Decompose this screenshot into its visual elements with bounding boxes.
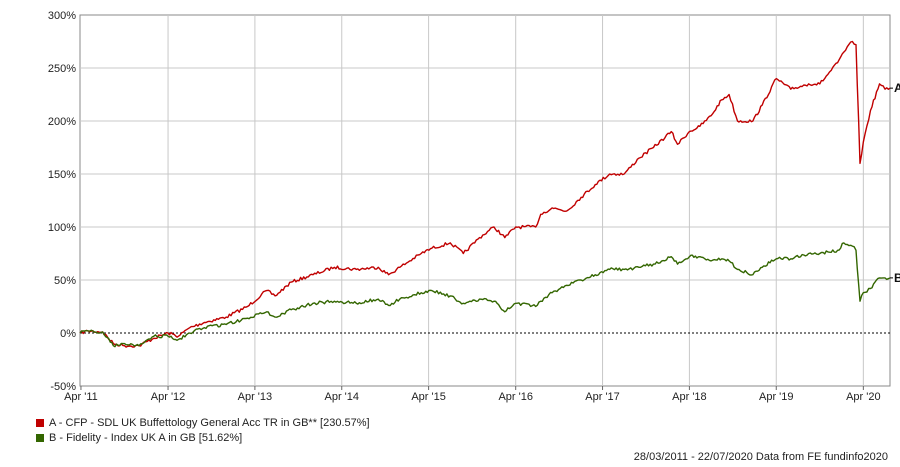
legend-swatch-a xyxy=(36,418,44,427)
legend: A - CFP - SDL UK Buffettology General Ac… xyxy=(36,415,370,445)
x-tick-label: Apr '16 xyxy=(498,391,533,403)
legend-item-b: B - Fidelity - Index UK A in GB [51.62%] xyxy=(36,430,370,445)
x-tick-label: Apr '17 xyxy=(585,391,620,403)
x-tick-label: Apr '19 xyxy=(759,391,794,403)
series-lines xyxy=(79,40,891,348)
y-tick-label: 0% xyxy=(60,328,76,340)
y-axis-tick-labels: -50% 0% 50% 100% 150% 200% 250% 300% xyxy=(48,10,76,393)
series-line-b xyxy=(79,242,891,348)
legend-swatch-b xyxy=(36,433,44,442)
end-label-b: B xyxy=(894,271,900,285)
horizontal-gridlines xyxy=(80,67,890,281)
y-tick-label: 150% xyxy=(48,169,76,181)
y-tick-label: -50% xyxy=(50,381,76,393)
end-label-a: A xyxy=(894,81,900,95)
data-source-footer: 28/03/2011 - 22/07/2020 Data from FE fun… xyxy=(633,451,888,463)
plot-area xyxy=(79,14,891,387)
y-tick-label: 250% xyxy=(48,63,76,75)
legend-label-b: B - Fidelity - Index UK A in GB [51.62%] xyxy=(49,431,243,444)
x-tick-label: Apr '20 xyxy=(846,391,881,403)
y-tick-label: 50% xyxy=(54,275,76,287)
x-tick-label: Apr '14 xyxy=(324,391,359,403)
series-line-a xyxy=(79,40,891,348)
series-end-labels: AB xyxy=(890,81,900,285)
legend-item-a: A - CFP - SDL UK Buffettology General Ac… xyxy=(36,415,370,430)
y-tick-label: 200% xyxy=(48,116,76,128)
legend-label-a: A - CFP - SDL UK Buffettology General Ac… xyxy=(49,416,370,429)
x-tick-label: Apr '13 xyxy=(238,391,273,403)
x-axis-tick-labels: Apr '11 Apr '12 Apr '13 Apr '14 Apr '15 Apr '… xyxy=(64,391,881,403)
x-tick-label: Apr '12 xyxy=(151,391,186,403)
vertical-gridlines xyxy=(80,15,864,390)
x-tick-label: Apr '18 xyxy=(672,391,707,403)
y-tick-label: 300% xyxy=(48,10,76,22)
x-tick-label: Apr '11 xyxy=(64,391,98,403)
line-chart: -50%0%50%100%150%200%250%300% Apr '11 Apr… xyxy=(48,10,900,403)
x-tick-label: Apr '15 xyxy=(411,391,446,403)
y-tick-label: 100% xyxy=(48,222,76,234)
